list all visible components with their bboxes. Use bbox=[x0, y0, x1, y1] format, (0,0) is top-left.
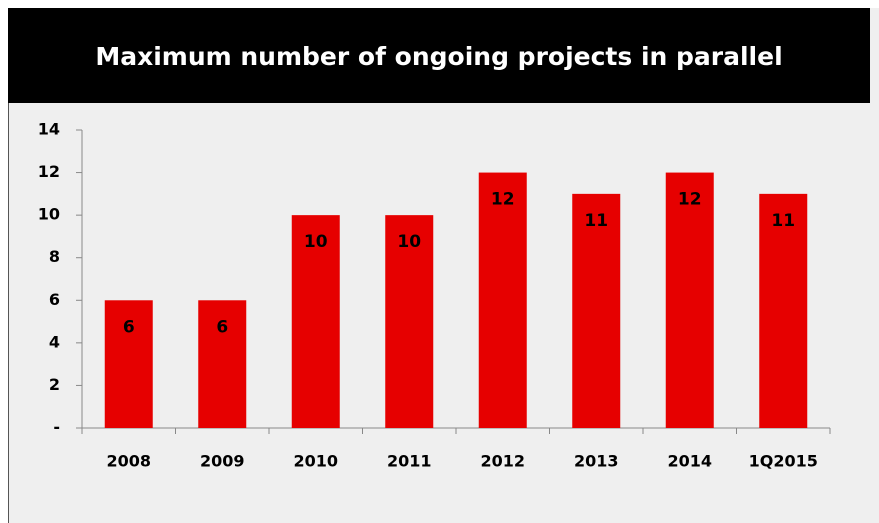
value-label: 10 bbox=[397, 232, 421, 252]
bar bbox=[198, 300, 247, 428]
bar bbox=[665, 172, 714, 428]
y-tick-label: 12 bbox=[38, 162, 60, 181]
bar bbox=[478, 172, 527, 428]
bar bbox=[572, 193, 621, 428]
x-tick-label: 2013 bbox=[574, 452, 619, 471]
y-tick-label: 4 bbox=[49, 332, 60, 351]
value-label: 12 bbox=[491, 190, 515, 210]
y-tick-label: - bbox=[53, 418, 60, 437]
bar bbox=[759, 193, 808, 428]
y-tick-label: 6 bbox=[49, 290, 60, 309]
bar bbox=[291, 215, 340, 428]
x-tick-label: 1Q2015 bbox=[749, 452, 818, 471]
x-tick-label: 2011 bbox=[387, 452, 432, 471]
title-bar bbox=[8, 8, 870, 103]
bar bbox=[104, 300, 153, 428]
y-tick-label: 2 bbox=[49, 375, 60, 394]
y-tick-label: 8 bbox=[49, 247, 60, 266]
x-tick-label: 2010 bbox=[293, 452, 338, 471]
y-tick-label: 10 bbox=[38, 205, 60, 224]
value-label: 6 bbox=[216, 317, 228, 337]
value-label: 6 bbox=[123, 317, 135, 337]
x-tick-label: 2012 bbox=[480, 452, 525, 471]
bar bbox=[385, 215, 434, 428]
x-tick-label: 2009 bbox=[200, 452, 245, 471]
value-label: 11 bbox=[771, 211, 795, 231]
chart-title: Maximum number of ongoing projects in pa… bbox=[95, 42, 782, 71]
x-tick-label: 2008 bbox=[106, 452, 151, 471]
value-label: 10 bbox=[304, 232, 328, 252]
value-label: 11 bbox=[584, 211, 608, 231]
y-tick-label: 14 bbox=[38, 120, 60, 139]
value-label: 12 bbox=[678, 190, 702, 210]
x-tick-label: 2014 bbox=[667, 452, 712, 471]
